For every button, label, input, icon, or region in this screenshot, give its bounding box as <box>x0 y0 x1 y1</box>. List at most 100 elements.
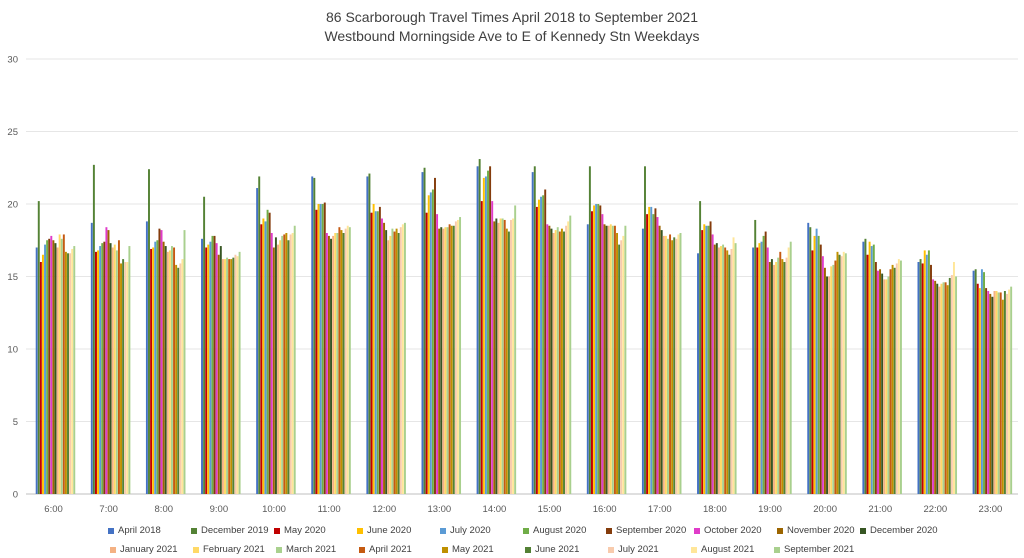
bar <box>618 244 621 494</box>
bar <box>64 251 67 494</box>
bar <box>338 227 341 494</box>
bar <box>177 267 180 494</box>
bar <box>815 228 818 494</box>
legend-label: July 2021 <box>618 544 659 555</box>
bar <box>454 221 457 494</box>
legend-swatch <box>357 527 363 534</box>
bar <box>381 218 383 494</box>
bar <box>952 262 955 494</box>
chart-title-block: 86 Scarborough Travel Times April 2018 t… <box>0 8 1024 46</box>
bar <box>48 238 51 494</box>
bar <box>175 264 178 494</box>
bar <box>383 222 386 494</box>
legend-label: August 2021 <box>701 544 755 555</box>
bar <box>697 253 699 494</box>
bar <box>319 204 322 494</box>
bar <box>67 253 69 494</box>
bar <box>550 228 553 494</box>
bar <box>497 222 500 494</box>
bar <box>673 237 676 494</box>
bar <box>930 264 932 494</box>
bar <box>955 276 958 494</box>
bar <box>864 238 867 494</box>
bar <box>277 244 279 494</box>
bar <box>201 238 203 494</box>
bar <box>503 219 506 494</box>
bar <box>291 233 294 494</box>
bar <box>69 253 72 494</box>
bar <box>58 234 61 494</box>
bar <box>90 222 93 494</box>
chart-title: 86 Scarborough Travel Times April 2018 t… <box>326 9 698 25</box>
bar <box>491 201 494 494</box>
bar <box>940 283 943 494</box>
bar <box>446 227 449 494</box>
bar <box>932 279 935 494</box>
bar <box>648 206 651 494</box>
bar <box>293 225 296 494</box>
legend-label: June 2021 <box>535 544 580 555</box>
bar <box>872 244 875 494</box>
legend-item: January 2021 <box>110 544 193 555</box>
bar <box>39 262 42 494</box>
bar <box>234 254 237 494</box>
bar <box>936 283 939 494</box>
bar <box>569 215 572 494</box>
bar <box>262 218 265 494</box>
bar <box>450 225 453 494</box>
bar <box>327 235 330 494</box>
bar <box>542 195 545 495</box>
bar <box>124 262 127 494</box>
bar <box>429 192 432 494</box>
x-tick-label: 6:00 <box>44 504 63 515</box>
bar <box>879 269 882 494</box>
bar <box>217 254 220 494</box>
bar <box>421 172 424 494</box>
bar <box>946 285 949 494</box>
bar <box>883 279 886 494</box>
y-tick-label: 25 <box>7 127 18 138</box>
legend-swatch <box>606 527 612 534</box>
bar <box>664 235 667 494</box>
bar <box>531 172 534 494</box>
x-tick-label: 21:00 <box>868 504 892 515</box>
bar <box>641 228 644 494</box>
bar <box>368 173 371 495</box>
bar <box>813 235 816 494</box>
bar <box>46 240 49 494</box>
bar <box>826 276 829 494</box>
bar <box>374 211 377 494</box>
legend-row-1: April 2018 December 2019 May 2020 June 2020… <box>108 525 1024 536</box>
bar <box>595 204 598 494</box>
legend-item: December 2019 <box>191 525 274 536</box>
bar <box>985 288 988 494</box>
bar <box>456 219 459 494</box>
bar <box>162 241 165 494</box>
bar <box>101 243 104 494</box>
bar <box>807 222 810 494</box>
bar <box>344 228 347 494</box>
bar <box>35 247 38 494</box>
bar <box>230 259 233 494</box>
bar <box>983 272 985 494</box>
bar <box>917 262 920 494</box>
bar <box>321 204 324 494</box>
bar <box>764 231 767 495</box>
bar <box>556 227 559 494</box>
bar <box>950 275 953 494</box>
legend-swatch <box>276 546 282 553</box>
bar <box>62 234 65 494</box>
bar <box>830 266 833 494</box>
bar <box>944 282 947 494</box>
bar <box>507 231 510 495</box>
bar <box>403 222 406 494</box>
bar <box>770 259 773 494</box>
x-tick-label: 11:00 <box>318 504 341 515</box>
bar <box>893 267 896 494</box>
bar <box>766 247 769 494</box>
bar <box>669 234 672 494</box>
legend-item: September 2020 <box>606 525 694 536</box>
bar <box>487 170 489 494</box>
bar <box>122 259 125 494</box>
bar <box>459 217 462 495</box>
